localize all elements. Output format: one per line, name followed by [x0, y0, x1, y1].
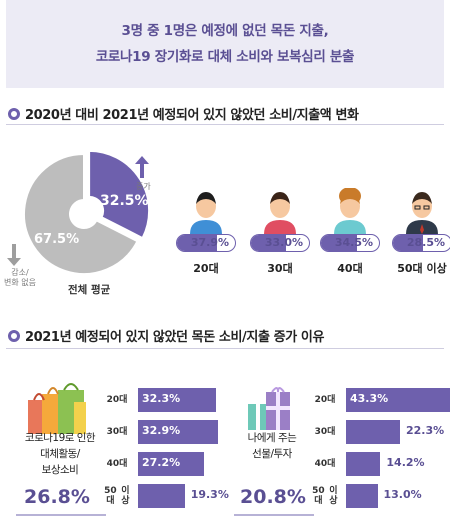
age-group-value: 34.5% [334, 236, 373, 249]
section-1-title-text: 2020년 대비 2021년 예정되어 있지 않았던 소비/지출액 변화 [25, 108, 359, 123]
age-group-2: 33.0% 30대 [250, 188, 314, 288]
arrow-up-icon [135, 156, 149, 178]
bar [138, 388, 217, 412]
age-group-pill: 34.5% [320, 234, 380, 252]
age-group-label: 40대 [337, 262, 363, 275]
bar [346, 420, 400, 444]
middle-woman-icon [334, 188, 366, 234]
arrow-up-label: 증가 [136, 182, 151, 191]
bar-value-label: 22.3% [406, 424, 445, 437]
header-banner: 3명 중 1명은 예정에 없던 목돈 지출, 코로나19 장기화로 대체 소비와… [6, 0, 444, 88]
bullet-ring-icon [8, 107, 20, 120]
bar-value-label: 13.0% [383, 488, 422, 501]
bar [346, 484, 378, 508]
reason-gift-label: 나에게 주는 선물/투자 [247, 432, 297, 460]
section-2-title: 2021년 예정되어 있지 않았던 목돈 소비/지출 증가 이유 [8, 326, 324, 345]
gift-boxes-icon [248, 387, 290, 430]
bar-category-label: 50대 이상 [312, 486, 338, 506]
reason-gift-total: 20.8% [240, 486, 306, 508]
age-group-label: 20대 [193, 262, 219, 275]
age-group-pill: 33.0% [250, 234, 310, 252]
age-group-pill-fill [393, 235, 424, 251]
bar-value-label: 27.2% [142, 456, 181, 469]
section-1-divider [6, 124, 444, 125]
age-group-value: 28.5% [406, 236, 445, 249]
age-group-pill: 28.5% [392, 234, 450, 252]
bar [346, 452, 381, 476]
bar [138, 484, 185, 508]
banner-line-1: 3명 중 1명은 예정에 없던 목돈 지출, [121, 23, 329, 39]
bar-category-label: 40대 [106, 459, 128, 469]
young-man-icon [190, 192, 222, 234]
age-group-4: 28.5% 50대 이상 [392, 188, 450, 288]
pie-slice-increase [88, 149, 151, 240]
bar [138, 420, 218, 444]
bar-category-label: 20대 [106, 395, 128, 405]
age-group-value: 33.0% [264, 236, 303, 249]
banner-line-2: 코로나19 장기화로 대체 소비와 보복심리 분출 [95, 49, 355, 65]
overall-pie-chart: 32.5% 67.5% 증가 감소/ 변화 없음 전체 평균 [4, 140, 202, 300]
bar-value-label: 43.3% [350, 392, 389, 405]
reason-compensation-total: 26.8% [24, 486, 90, 508]
section-1-title: 2020년 대비 2021년 예정되어 있지 않았던 소비/지출액 변화 [8, 104, 359, 123]
age-group-value: 37.9% [190, 236, 229, 249]
bullet-ring-icon [8, 329, 20, 342]
reason-gift-underline [234, 514, 314, 516]
bar-category-label: 40대 [314, 459, 336, 469]
bar-value-label: 32.3% [142, 392, 181, 405]
section-2-divider [6, 348, 444, 349]
age-group-pill-fill [321, 235, 358, 251]
bar-value-label: 19.3% [190, 488, 229, 501]
arrow-down-icon [7, 244, 21, 266]
bar [346, 388, 450, 412]
age-group-pill-fill [177, 235, 217, 251]
reason-compensation-label: 코로나19로 인한 대체활동/ 보상소비 [24, 432, 96, 476]
bar [138, 452, 204, 476]
reason-compensation-underline [16, 514, 106, 516]
pie-label-increase: 32.5% [100, 193, 149, 209]
pie-svg [23, 149, 151, 275]
older-man-icon [406, 192, 438, 234]
age-group-1: 37.9% 20대 [176, 188, 240, 288]
bar-value-label: 14.2% [386, 456, 425, 469]
age-group-3: 34.5% 40대 [320, 188, 384, 288]
bar-category-label: 30대 [106, 427, 128, 437]
arrow-down-label: 감소/ 변화 없음 [4, 268, 36, 287]
age-group-label: 50대 이상 [397, 262, 447, 275]
age-group-pill-fill [251, 235, 286, 251]
section-2-title-text: 2021년 예정되어 있지 않았던 목돈 소비/지출 증가 이유 [25, 330, 325, 345]
age-group-pill: 37.9% [176, 234, 236, 252]
age-group-label: 30대 [267, 262, 293, 275]
pie-label-no-increase: 67.5% [34, 232, 80, 247]
bar-category-label: 30대 [314, 427, 336, 437]
bar-value-label: 32.9% [142, 424, 181, 437]
shopping-bags-icon [28, 383, 86, 434]
young-woman-icon [264, 192, 296, 234]
pie-caption: 전체 평균 [68, 284, 111, 296]
bar-category-label: 20대 [314, 395, 336, 405]
pie-slice-no-increase [23, 152, 139, 275]
bar-category-label: 50대 이상 [104, 486, 130, 506]
